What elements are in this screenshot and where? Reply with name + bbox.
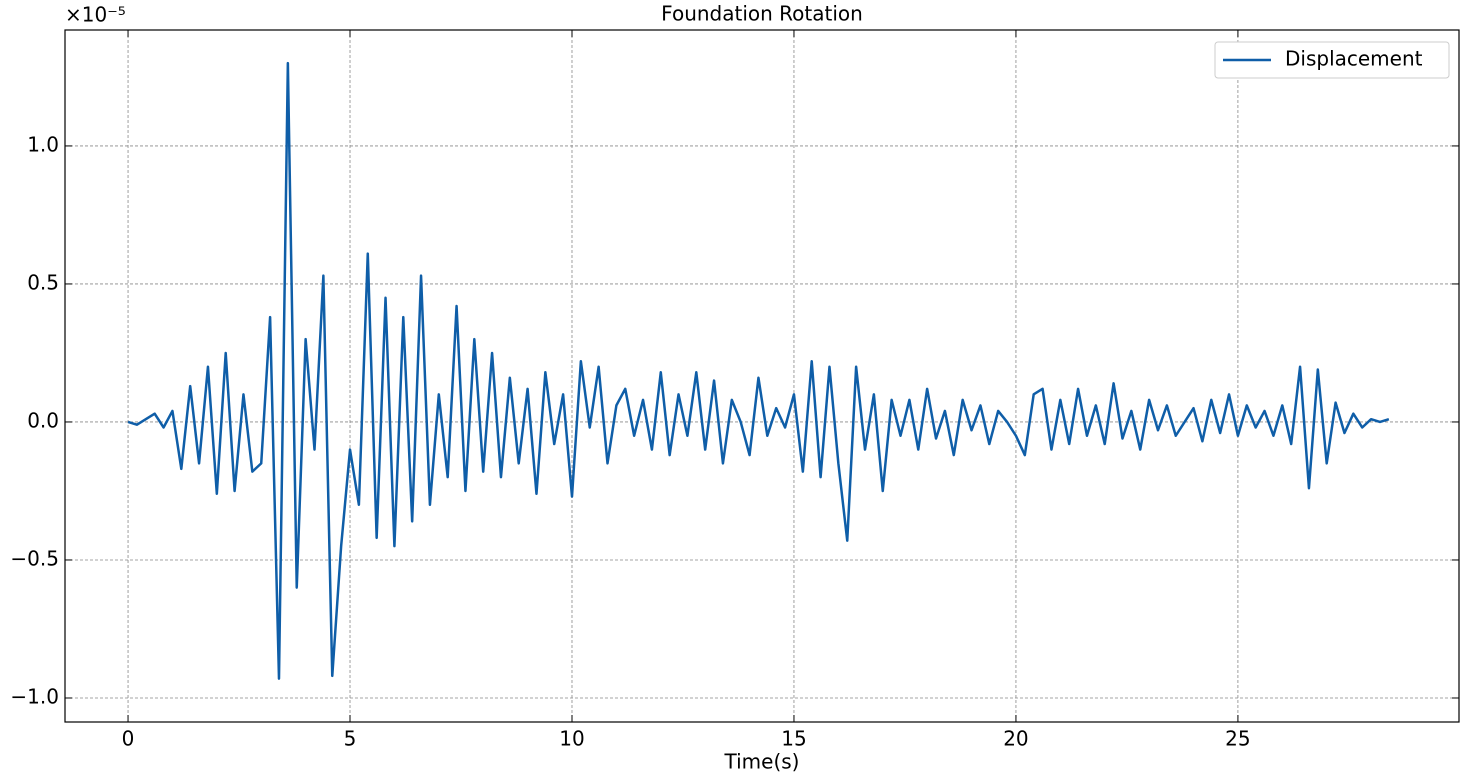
y-tick-label: 1.0	[27, 132, 59, 156]
plot-frame	[64, 29, 1460, 723]
data-line	[127, 61, 1390, 680]
chart-title: Foundation Rotation	[661, 2, 863, 26]
legend-label: Displacement	[1285, 47, 1423, 71]
x-tick-label: 5	[344, 727, 357, 751]
x-tick-label: 15	[781, 727, 806, 751]
y-tick-label: 0.0	[27, 408, 59, 432]
y-tick-label: −0.5	[10, 546, 59, 570]
x-tick-label: 10	[559, 727, 584, 751]
x-tick-label: 20	[1003, 727, 1028, 751]
x-tick-label: 25	[1225, 727, 1250, 751]
y-tick-label: −1.0	[10, 684, 59, 708]
y-scale-label: ×10⁻⁵	[65, 3, 126, 27]
x-tick-label: 0	[122, 727, 135, 751]
y-tick-label: 0.5	[27, 270, 59, 294]
x-axis-label: Time(s)	[724, 750, 800, 774]
legend-box	[1214, 41, 1450, 79]
